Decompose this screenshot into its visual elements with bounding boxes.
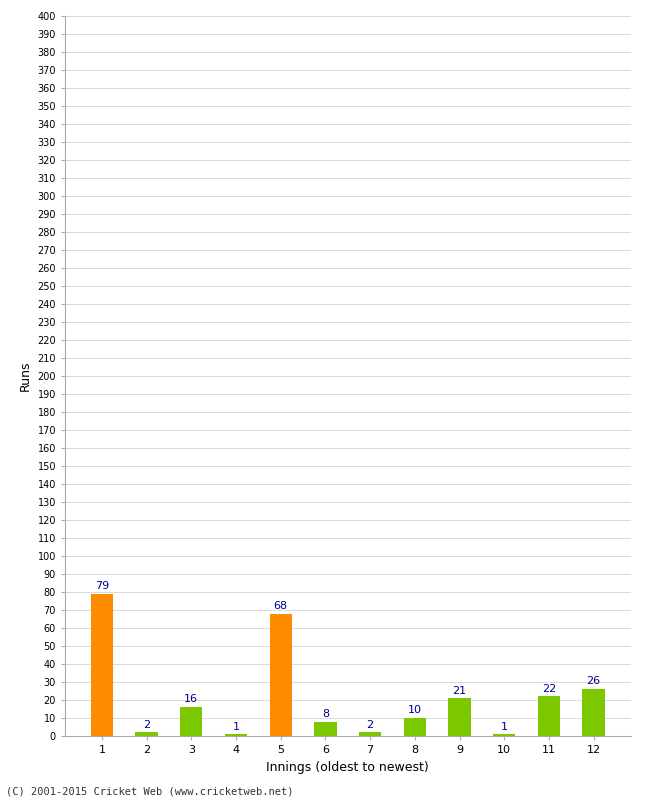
Text: 10: 10 [408, 706, 422, 715]
Text: 21: 21 [452, 686, 467, 695]
Text: 1: 1 [500, 722, 508, 731]
Bar [404, 718, 426, 736]
Bar [180, 707, 202, 736]
Text: 2: 2 [143, 720, 150, 730]
Text: (C) 2001-2015 Cricket Web (www.cricketweb.net): (C) 2001-2015 Cricket Web (www.cricketwe… [6, 786, 294, 796]
Text: 22: 22 [542, 684, 556, 694]
Text: 1: 1 [233, 722, 239, 731]
Bar [314, 722, 337, 736]
Bar [91, 594, 113, 736]
Bar [225, 734, 247, 736]
Text: 79: 79 [95, 581, 109, 591]
Bar [448, 698, 471, 736]
Bar [493, 734, 515, 736]
Bar [270, 614, 292, 736]
Text: 68: 68 [274, 601, 288, 611]
Bar [359, 733, 382, 736]
Bar [135, 733, 158, 736]
Bar [538, 696, 560, 736]
Bar [582, 690, 604, 736]
Text: 8: 8 [322, 709, 329, 719]
Y-axis label: Runs: Runs [19, 361, 32, 391]
Text: 26: 26 [586, 677, 601, 686]
Text: 16: 16 [185, 694, 198, 705]
Text: 2: 2 [367, 720, 374, 730]
X-axis label: Innings (oldest to newest): Innings (oldest to newest) [266, 761, 429, 774]
